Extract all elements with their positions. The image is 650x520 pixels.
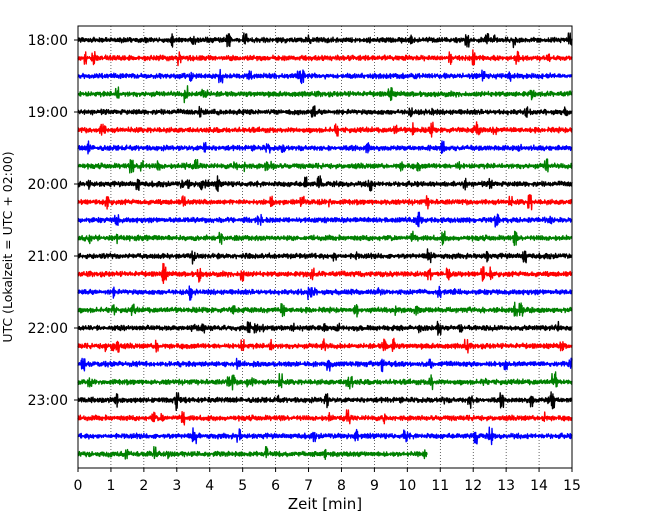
x-tick-label: 15 xyxy=(563,478,581,494)
trace-2345 xyxy=(77,446,428,460)
x-tick-label: 8 xyxy=(337,478,346,494)
x-tick-label: 2 xyxy=(139,478,148,494)
y-tick-label: 23:00 xyxy=(28,393,68,409)
y-tick-label: 22:00 xyxy=(28,321,68,337)
trace-2145 xyxy=(77,301,573,318)
trace-2000 xyxy=(77,175,573,193)
x-axis-ticks: 0 1 2 3 4 5 6 7 8 9 10 11 12 13 14 15 xyxy=(74,468,581,494)
trace-2030 xyxy=(77,211,573,228)
trace-1815 xyxy=(77,49,573,67)
x-tick-label: 7 xyxy=(304,478,313,494)
plot-frame xyxy=(77,25,573,469)
x-tick-label: 10 xyxy=(398,478,416,494)
trace-2130 xyxy=(77,285,573,301)
y-axis-label: UTC (Lokalzeit = UTC + 02:00) xyxy=(0,151,15,342)
trace-2315 xyxy=(77,409,573,426)
trace-2015 xyxy=(77,194,573,211)
x-tick-label: 6 xyxy=(271,478,280,494)
trace-2245 xyxy=(77,371,573,391)
trace-1830 xyxy=(77,68,573,85)
x-tick-label: 0 xyxy=(74,478,83,494)
trace-2330 xyxy=(77,426,573,446)
trace-2045 xyxy=(77,230,573,247)
x-axis-label: Zeit [min] xyxy=(288,495,362,513)
trace-1800 xyxy=(77,32,573,49)
trace-2200 xyxy=(77,320,573,336)
x-tick-label: 3 xyxy=(172,478,181,494)
y-tick-label: 20:00 xyxy=(28,177,68,193)
trace-1930 xyxy=(77,140,573,155)
trace-2300 xyxy=(77,391,573,412)
trace-1915 xyxy=(77,121,573,138)
trace-2230 xyxy=(77,357,573,373)
trace-1845 xyxy=(77,85,573,104)
seismogram-traces xyxy=(77,32,573,460)
x-tick-label: 9 xyxy=(370,478,379,494)
y-tick-label: 21:00 xyxy=(28,249,68,265)
trace-1945 xyxy=(77,158,573,174)
trace-2115 xyxy=(77,262,573,284)
y-axis-ticks: 18:00 19:00 20:00 21:00 22:00 23:00 xyxy=(28,33,78,409)
x-tick-label: 4 xyxy=(205,478,214,494)
y-tick-label: 19:00 xyxy=(28,105,68,121)
x-tick-label: 11 xyxy=(431,478,449,494)
x-tick-label: 5 xyxy=(238,478,247,494)
trace-1900 xyxy=(77,105,573,118)
trace-2215 xyxy=(77,337,573,354)
x-tick-label: 12 xyxy=(464,478,482,494)
y-tick-label: 18:00 xyxy=(28,33,68,49)
trace-2100 xyxy=(77,248,573,265)
x-tick-label: 1 xyxy=(106,478,115,494)
x-tick-label: 14 xyxy=(530,478,548,494)
x-tick-label: 13 xyxy=(497,478,515,494)
